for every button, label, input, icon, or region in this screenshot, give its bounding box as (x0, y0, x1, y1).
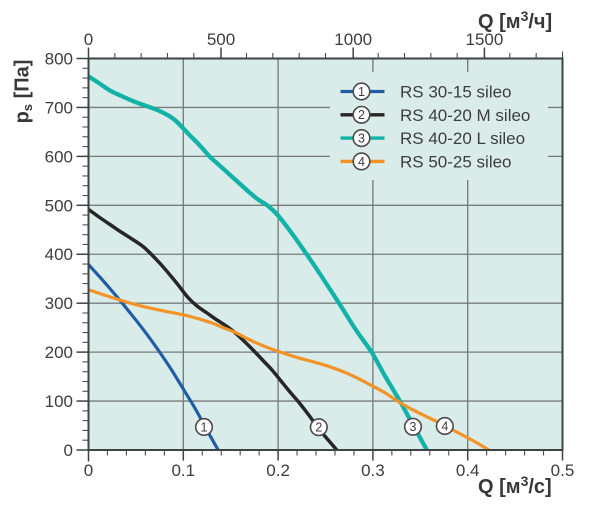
svg-text:0.5: 0.5 (551, 461, 575, 480)
svg-text:0.4: 0.4 (456, 461, 480, 480)
svg-text:3: 3 (410, 420, 417, 434)
svg-text:2: 2 (358, 108, 365, 122)
svg-text:0.3: 0.3 (361, 461, 385, 480)
svg-text:0: 0 (84, 461, 93, 480)
svg-text:1: 1 (358, 85, 365, 99)
svg-text:3: 3 (358, 132, 365, 146)
svg-text:500: 500 (45, 196, 73, 215)
svg-text:400: 400 (45, 245, 73, 264)
svg-text:800: 800 (45, 50, 73, 69)
svg-text:RS 40-20 L sileo: RS 40-20 L sileo (400, 129, 525, 148)
svg-text:1000: 1000 (334, 30, 372, 49)
svg-text:Q [м3/ч]: Q [м3/ч] (478, 8, 552, 33)
svg-text:0.2: 0.2 (266, 461, 290, 480)
svg-text:300: 300 (45, 294, 73, 313)
svg-text:4: 4 (441, 419, 448, 433)
svg-text:ps [Па]: ps [Па] (12, 60, 36, 124)
svg-text:RS 30-15 sileo: RS 30-15 sileo (400, 83, 512, 102)
svg-text:4: 4 (358, 155, 365, 169)
svg-text:500: 500 (207, 30, 235, 49)
svg-text:700: 700 (45, 98, 73, 117)
svg-text:200: 200 (45, 343, 73, 362)
svg-text:RS 50-25 sileo: RS 50-25 sileo (400, 152, 512, 171)
svg-text:2: 2 (315, 421, 322, 435)
svg-text:100: 100 (45, 392, 73, 411)
svg-text:RS 40-20 M sileo: RS 40-20 M sileo (400, 106, 530, 125)
svg-text:600: 600 (45, 147, 73, 166)
svg-text:1500: 1500 (465, 30, 503, 49)
svg-text:0: 0 (84, 30, 93, 49)
svg-text:1: 1 (201, 420, 208, 434)
svg-text:Q [м3/c]: Q [м3/c] (478, 473, 552, 498)
svg-text:0.1: 0.1 (171, 461, 195, 480)
svg-text:0: 0 (64, 441, 73, 460)
